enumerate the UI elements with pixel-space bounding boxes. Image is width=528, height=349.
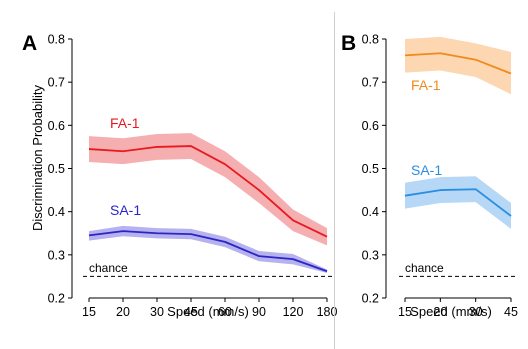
- panel-a-x-tick-label: 60: [218, 305, 232, 319]
- panel-a-x-tick-label: 180: [317, 305, 338, 319]
- panel-b-y-tick-label: 0.2: [362, 292, 379, 306]
- panel-a-y-tick-label: 0.2: [48, 292, 65, 306]
- panel-a-x-tick-label: 20: [116, 305, 130, 319]
- panel-b-sa-1-label: SA-1: [411, 162, 442, 178]
- panel-b-y-tick-label: 0.4: [362, 205, 379, 219]
- panel-b-fa-1-confidence-band: [405, 36, 511, 95]
- panel-b-y-tick-label: 0.6: [362, 119, 379, 133]
- panel-a-y-tick-label: 0.7: [48, 76, 65, 90]
- panel-a-x-tick-label: 45: [184, 305, 198, 319]
- panel-a-y-tick-label: 0.8: [48, 33, 65, 47]
- panel-b-x-tick-label: 45: [504, 305, 518, 319]
- panel-a-y-tick-label: 0.3: [48, 248, 65, 262]
- panel-a-x-tick-label: 30: [150, 305, 164, 319]
- panel-b-x-tick-label: 30: [469, 305, 483, 319]
- panel-b-letter: B: [341, 32, 356, 55]
- panel-b-fa-1-line: [404, 52, 512, 75]
- panel-a-chance-label: chance: [89, 261, 128, 275]
- panel-b-x-tick-label: 20: [433, 305, 447, 319]
- panel-b-chance-label: chance: [405, 261, 444, 275]
- panel-a-y-tick-label: 0.4: [48, 205, 65, 219]
- panel-a-x-tick-label: 15: [82, 305, 96, 319]
- panel-a-sa-1-label: SA-1: [110, 202, 141, 218]
- panel-b-fa-1-label: FA-1: [411, 77, 441, 93]
- panel-a-y-axis-title: Discrimination Probability: [30, 85, 45, 231]
- panel-a-x-tick-label: 120: [283, 305, 304, 319]
- panel-a: A Discrimination Probability Speed (mm/s…: [22, 32, 337, 319]
- panel-a-fa-1-label: FA-1: [110, 115, 140, 131]
- panel-a-sa-1-line: [88, 230, 328, 273]
- panel-a-x-tick-label: 90: [252, 305, 266, 319]
- panel-a-y-tick-label: 0.5: [48, 162, 65, 176]
- panel-b-x-axis-title: Speed (mm/s): [410, 304, 492, 319]
- panel-a-x-axis-title: Speed (mm/s): [167, 304, 249, 319]
- panel-a-letter: A: [22, 32, 37, 55]
- panel-b-x-tick-label: 15: [398, 305, 412, 319]
- panel-b-y-tick-label: 0.7: [362, 76, 379, 90]
- panel-b-sa-1-confidence-band: [405, 176, 511, 229]
- panel-a-fa-1-line: [88, 145, 328, 238]
- panel-b-y-tick-label: 0.3: [362, 248, 379, 262]
- panel-a-y-tick-label: 0.6: [48, 119, 65, 133]
- panel-a-sa-1-confidence-band: [89, 225, 327, 273]
- panel-b-y-tick-label: 0.5: [362, 162, 379, 176]
- panel-b: B Speed (mm/s) 0.2 0.3 0.4 0.5 0.6 0.7 0.8 15 20…: [341, 32, 518, 319]
- panel-b-y-tick-label: 0.8: [362, 33, 379, 47]
- panel-b-sa-1-line: [404, 188, 512, 217]
